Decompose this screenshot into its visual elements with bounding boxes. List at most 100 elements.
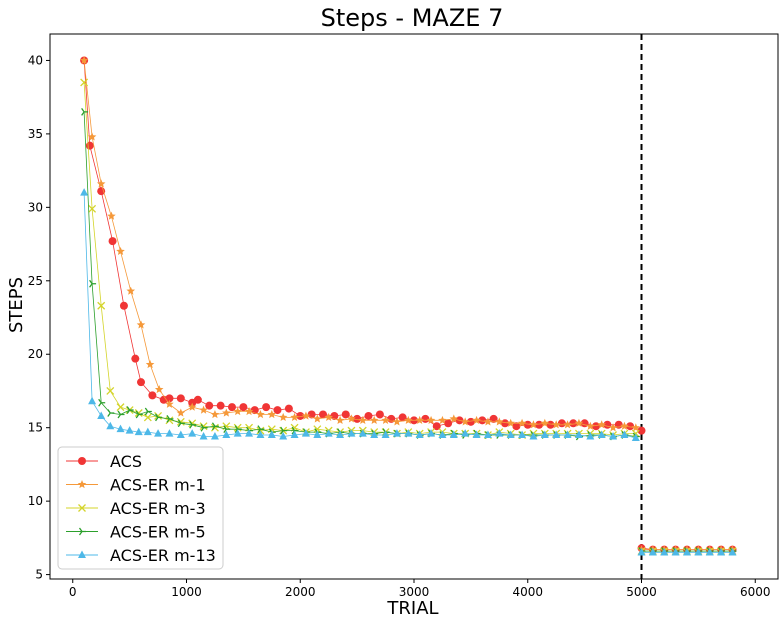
data-point — [290, 430, 299, 439]
data-point — [199, 405, 208, 414]
x-tick-label: 1000 — [171, 585, 202, 599]
series-4 — [80, 188, 737, 556]
data-point — [631, 423, 641, 432]
data-point — [358, 415, 368, 424]
data-point — [347, 429, 356, 437]
data-point — [187, 402, 197, 411]
data-point — [574, 418, 584, 427]
data-point — [535, 420, 544, 429]
data-point — [341, 410, 350, 419]
data-point — [205, 401, 214, 410]
data-point — [154, 429, 163, 437]
legend-marker — [77, 480, 87, 489]
data-point — [580, 419, 589, 428]
data-point — [415, 415, 424, 424]
data-point — [165, 416, 174, 425]
data-point — [392, 429, 401, 437]
legend-label: ACS-ER m-5 — [110, 523, 206, 542]
data-point — [353, 414, 362, 423]
data-point — [444, 419, 453, 428]
data-point — [108, 237, 117, 246]
data-point — [586, 432, 595, 440]
data-point — [257, 425, 265, 434]
data-point — [143, 427, 152, 436]
data-point — [506, 430, 515, 439]
data-point — [211, 422, 219, 431]
data-point — [574, 430, 583, 439]
data-point — [234, 425, 242, 434]
data-point — [88, 396, 97, 405]
data-point — [495, 417, 504, 426]
x-axis-title: TRIAL — [386, 598, 438, 619]
data-point — [280, 426, 288, 435]
x-tick-label: 0 — [69, 585, 77, 599]
data-point — [728, 548, 737, 556]
data-point — [609, 432, 618, 440]
data-point — [216, 401, 225, 410]
data-point — [80, 78, 89, 87]
data-point — [145, 360, 155, 369]
x-tick-label: 5000 — [626, 585, 657, 599]
data-point — [200, 423, 208, 432]
data-point — [529, 432, 538, 440]
data-point — [369, 415, 379, 424]
series-1 — [79, 55, 737, 554]
data-point — [134, 427, 143, 436]
data-point — [415, 430, 424, 439]
data-point — [166, 415, 174, 423]
data-point — [460, 417, 470, 426]
legend: ACS ACS-ER m-1 ACS-ER m-3 ACS-ER m-5 ACS-ER … — [57, 446, 224, 570]
data-point — [597, 420, 606, 429]
data-point — [370, 430, 379, 439]
data-point — [97, 301, 106, 310]
data-point — [392, 417, 402, 426]
data-point — [324, 429, 333, 437]
data-point — [637, 548, 646, 556]
data-point — [137, 378, 145, 387]
chart-title: Steps - MAZE 7 — [321, 4, 504, 32]
data-point — [364, 411, 373, 420]
data-point — [586, 421, 595, 430]
data-point — [177, 419, 185, 428]
data-point — [478, 416, 487, 425]
legend-label: ACS — [110, 452, 142, 471]
y-tick-label: 20 — [28, 347, 43, 361]
data-point — [88, 204, 97, 213]
data-point — [472, 430, 481, 439]
data-point — [148, 391, 157, 400]
data-point — [256, 430, 265, 439]
data-point — [233, 429, 242, 437]
data-point — [291, 426, 299, 435]
data-point — [188, 429, 197, 437]
data-point — [106, 387, 115, 395]
data-point — [189, 420, 197, 429]
data-point — [117, 410, 125, 419]
data-point — [426, 415, 436, 424]
data-point — [107, 211, 116, 220]
data-point — [165, 399, 174, 408]
data-point — [301, 429, 310, 437]
data-point — [705, 548, 714, 556]
data-point — [336, 430, 345, 439]
data-point — [125, 426, 134, 434]
data-point — [552, 430, 561, 439]
data-point — [106, 421, 115, 430]
data-point — [603, 420, 612, 429]
data-point — [472, 415, 481, 424]
data-point — [85, 141, 94, 150]
y-axis-ticks: 5 10 15 20 25 30 35 40 — [28, 53, 50, 582]
data-point — [597, 430, 606, 439]
data-point — [107, 409, 115, 417]
data-point — [199, 432, 208, 440]
data-point — [176, 417, 185, 426]
data-point — [135, 410, 143, 419]
data-point — [80, 188, 89, 196]
data-point — [620, 430, 629, 439]
y-tick-label: 40 — [28, 53, 43, 67]
data-point — [79, 55, 89, 65]
data-point — [296, 411, 305, 420]
data-point — [290, 412, 299, 422]
data-point — [222, 430, 231, 439]
